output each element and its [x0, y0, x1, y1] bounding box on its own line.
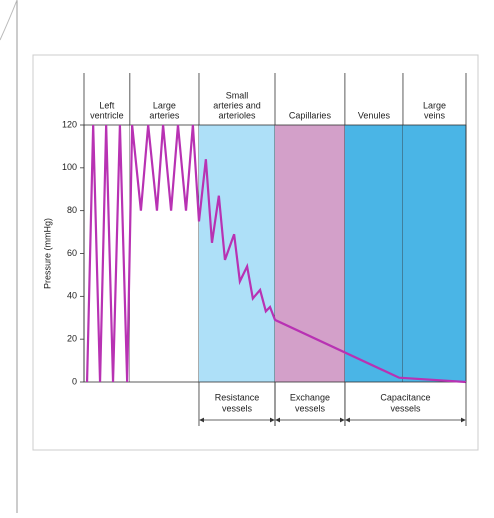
y-tick-label: 100: [62, 162, 77, 172]
region: [275, 125, 345, 382]
region-label: Capillaries: [289, 110, 332, 120]
group-label: vessels: [222, 403, 253, 413]
region-label: veins: [424, 110, 446, 120]
y-tick-label: 60: [67, 248, 77, 258]
region: [402, 125, 466, 382]
y-tick-label: 40: [67, 291, 77, 301]
region: [344, 125, 403, 382]
region: [129, 125, 199, 382]
region-label: Large: [153, 100, 176, 110]
group-label: vessels: [390, 403, 421, 413]
group-label: vessels: [295, 403, 326, 413]
region-label: Venules: [358, 110, 391, 120]
y-tick-label: 0: [72, 376, 77, 386]
region-label: ventricle: [90, 110, 124, 120]
group-label: Resistance: [215, 392, 260, 402]
region-label: arteries and: [213, 100, 261, 110]
pressure-line: [85, 124, 467, 384]
corner-curve: [0, 0, 18, 41]
y-axis-label: Pressure (mmHg): [42, 218, 52, 289]
chart: LeftventricleLargearteriesSmallarteries …: [42, 73, 467, 426]
region-label: arterioles: [218, 110, 256, 120]
region-label: Large: [423, 100, 446, 110]
y-tick-label: 80: [67, 205, 77, 215]
region-label: arteries: [149, 110, 180, 120]
group-label: Exchange: [290, 392, 330, 402]
y-tick-label: 120: [62, 119, 77, 129]
y-tick-label: 20: [67, 334, 77, 344]
region-label: Small: [226, 90, 249, 100]
group-label: Capacitance: [380, 392, 430, 402]
region-label: Left: [99, 100, 115, 110]
